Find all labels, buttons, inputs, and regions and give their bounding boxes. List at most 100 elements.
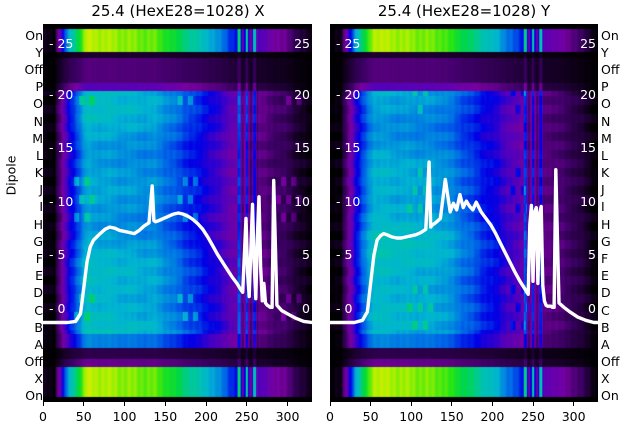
xtick-mark	[451, 402, 453, 406]
category-label-right-21: On	[601, 388, 619, 404]
xtick-right-3: 150	[432, 402, 472, 424]
xtick-label: 250	[521, 409, 545, 424]
category-label-right-19: Off	[601, 354, 620, 370]
heatmap-panel-right[interactable]: - 25 25 - 20 20 - 15 15 - 10 10 - 5 5 - 0 0	[330, 24, 598, 402]
inner-ytick-right-left-0: - 25	[336, 36, 361, 51]
inner-ytick-left-left-5: - 0	[49, 301, 66, 316]
category-label-left-10: I	[39, 199, 43, 215]
inner-ytick-right-right-2: 15	[580, 140, 596, 155]
category-label-left-21: On	[25, 388, 43, 404]
xtick-mark	[42, 402, 44, 406]
category-label-left-4: O	[33, 96, 43, 112]
xtick-mark	[83, 402, 85, 406]
xtick-label: 150	[439, 409, 464, 424]
xtick-right-4: 200	[472, 402, 512, 424]
x-axis-left: 0 50 100 150 200 250 300	[39, 402, 312, 436]
xtick-right-6: 300	[554, 402, 594, 424]
inner-ytick-right-right-3: 10	[580, 194, 596, 209]
xtick-mark	[287, 402, 289, 406]
inner-ytick-left-right-2: 15	[294, 140, 310, 155]
xtick-label: 100	[399, 409, 424, 424]
category-label-left-16: C	[34, 302, 43, 318]
category-label-left-5: N	[33, 113, 43, 129]
xtick-mark	[573, 402, 575, 406]
xtick-left-2: 100	[105, 402, 145, 424]
category-label-right-1: Y	[601, 44, 609, 60]
category-label-right-20: X	[601, 371, 610, 387]
category-label-right-2: Off	[601, 61, 620, 77]
xtick-label: 100	[112, 409, 137, 424]
overlay-trace-left	[43, 24, 312, 402]
category-label-right-17: B	[601, 319, 610, 335]
xtick-left-3: 150	[145, 402, 185, 424]
xtick-label: 50	[75, 409, 92, 424]
category-label-right-18: A	[601, 336, 610, 352]
category-label-left-2: Off	[24, 61, 43, 77]
category-label-left-3: P	[35, 79, 43, 95]
heatmap-image-right	[330, 24, 598, 402]
inner-ytick-left-left-3: - 10	[49, 194, 74, 209]
category-label-right-16: C	[601, 302, 610, 318]
xtick-label: 50	[362, 409, 379, 424]
xtick-label: 0	[39, 409, 47, 424]
category-label-left-11: H	[33, 216, 43, 232]
xtick-left-5: 250	[227, 402, 267, 424]
inner-ytick-left-right-4: 5	[302, 247, 310, 262]
category-label-right-11: H	[601, 216, 611, 232]
inner-ytick-right-left-1: - 20	[336, 87, 361, 102]
inner-ytick-left-left-0: - 25	[49, 36, 74, 51]
category-label-right-8: K	[601, 165, 610, 181]
x-axis-right: 0 50 100 150 200 250 300	[326, 402, 598, 436]
inner-ytick-left-left-4: - 5	[49, 247, 66, 262]
inner-ytick-left-left-2: - 15	[49, 140, 74, 155]
category-label-left-6: M	[32, 130, 43, 146]
xtick-mark	[124, 402, 125, 406]
category-label-left-12: G	[33, 233, 43, 249]
xtick-mark	[410, 402, 412, 406]
category-label-right-0: On	[601, 27, 619, 43]
xtick-right-1: 50	[351, 402, 391, 424]
xtick-left-6: 300	[268, 402, 308, 424]
inner-ytick-right-left-2: - 15	[336, 140, 361, 155]
category-label-left-14: E	[35, 268, 43, 284]
category-label-right-5: N	[601, 113, 611, 129]
category-axis-right: On Y Off P O N M L K J I H G F E D C B A Off X On	[601, 24, 640, 402]
inner-ytick-left-right-0: 25	[294, 36, 310, 51]
xtick-right-5: 250	[513, 402, 553, 424]
inner-ytick-left-left-1: - 20	[49, 87, 74, 102]
heatmap-canvas	[330, 24, 598, 402]
inner-ytick-right-right-4: 5	[588, 247, 596, 262]
panel-title-right: 25.4 (HexE28=1028) Y	[377, 2, 551, 20]
xtick-label: 300	[275, 409, 300, 424]
category-label-left-7: L	[36, 147, 43, 163]
xtick-left-4: 200	[186, 402, 226, 424]
category-label-right-15: D	[601, 285, 611, 301]
xtick-label: 0	[326, 409, 334, 424]
xtick-right-0: 0	[310, 402, 350, 424]
category-label-right-14: E	[601, 268, 609, 284]
inner-ytick-right-left-5: - 0	[336, 301, 353, 316]
category-label-left-18: A	[34, 336, 43, 352]
xtick-label: 150	[153, 409, 178, 424]
xtick-mark	[205, 402, 207, 406]
category-label-right-7: L	[601, 147, 608, 163]
inner-ytick-left-right-1: 20	[294, 87, 310, 102]
category-label-left-19: Off	[24, 354, 43, 370]
category-label-left-8: K	[34, 165, 43, 181]
inner-ytick-right-left-3: - 10	[336, 194, 361, 209]
category-label-left-9: J	[39, 182, 43, 198]
inner-ytick-right-right-5: 0	[588, 301, 596, 316]
xtick-left-0: 0	[23, 402, 63, 424]
xtick-mark	[370, 402, 372, 406]
category-label-left-1: Y	[35, 44, 43, 60]
xtick-label: 200	[480, 409, 505, 424]
category-label-right-12: G	[601, 233, 611, 249]
xtick-label: 300	[561, 409, 586, 424]
xtick-mark	[532, 402, 534, 406]
xtick-mark	[329, 402, 331, 406]
category-axis-left: On Y Off P O N M L K J I H G F E D C B A Off X On	[3, 24, 43, 402]
heatmap-panel-left[interactable]: - 25 25 - 20 20 - 15 15 - 10 10 - 5 5 - 0 0	[43, 24, 312, 402]
inner-ytick-right-left-4: - 5	[336, 247, 353, 262]
category-label-left-17: B	[34, 319, 43, 335]
